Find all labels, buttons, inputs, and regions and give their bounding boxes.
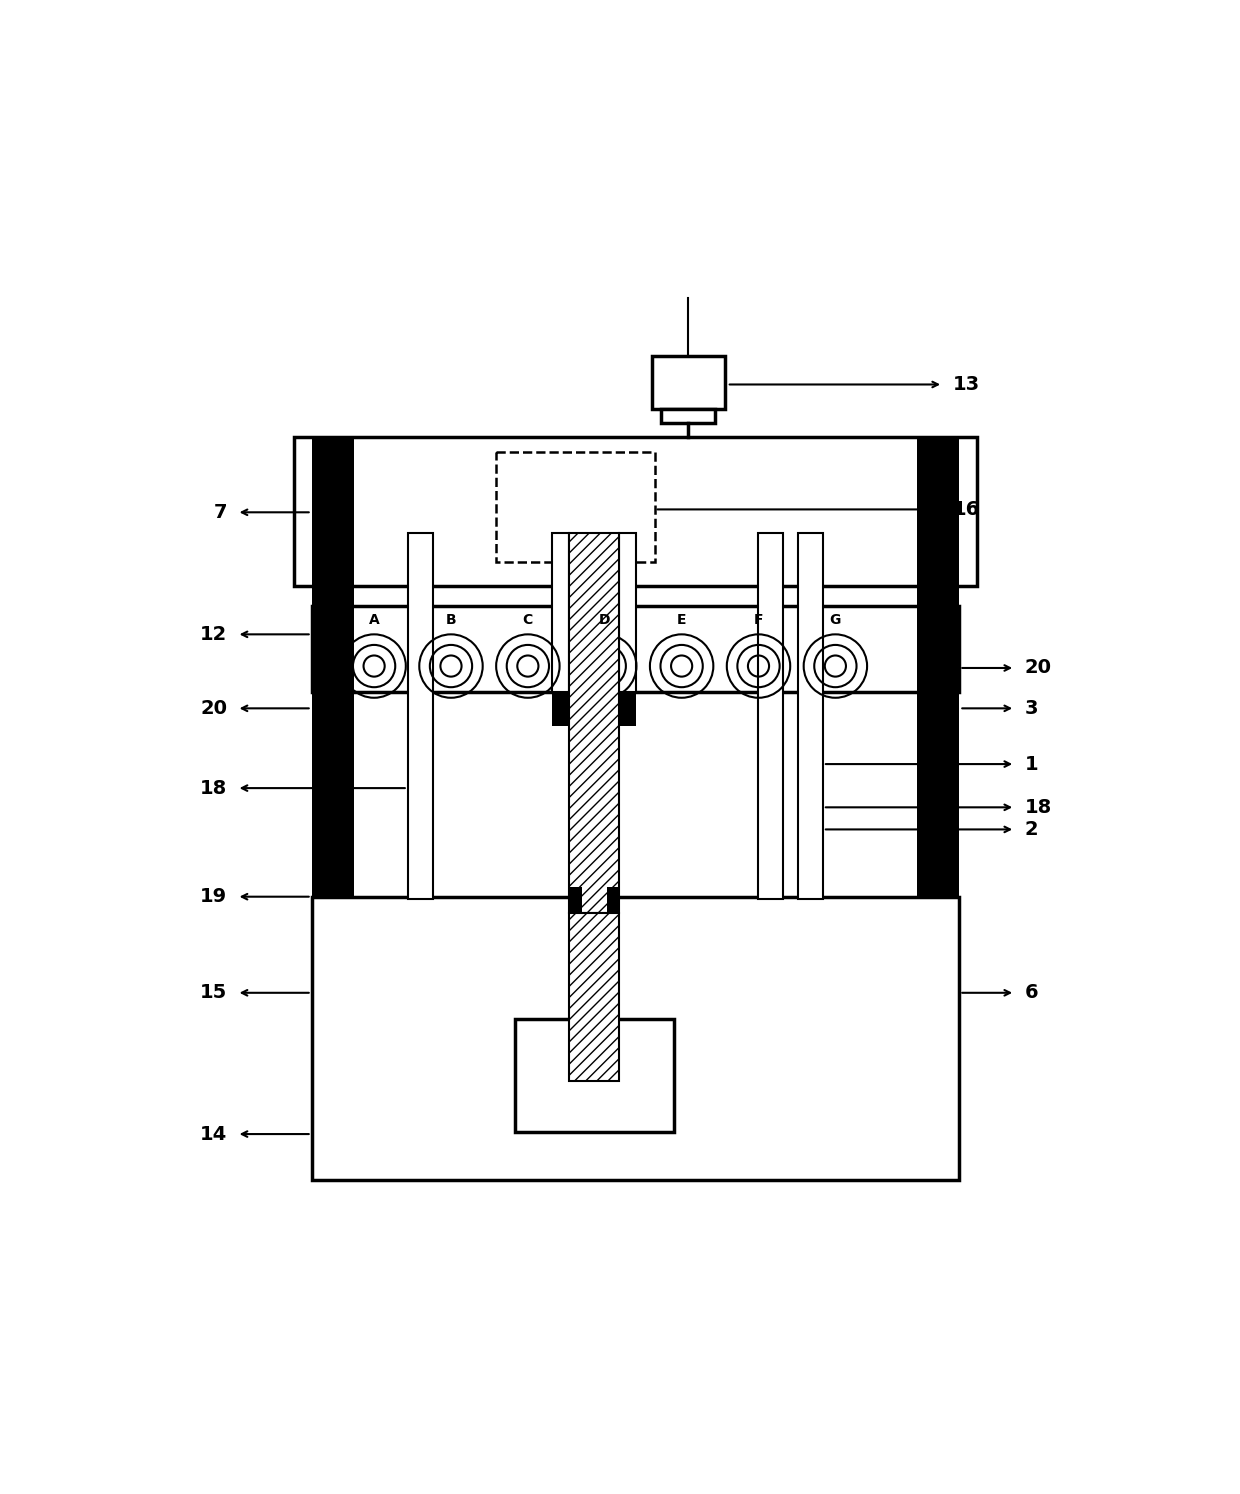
Bar bbox=[661, 408, 715, 423]
Bar bbox=[496, 451, 655, 562]
Bar bbox=[552, 533, 569, 692]
Bar bbox=[569, 887, 582, 914]
Text: 16: 16 bbox=[952, 500, 980, 518]
Text: E: E bbox=[677, 613, 687, 626]
Text: 15: 15 bbox=[200, 983, 227, 1002]
Bar bbox=[606, 887, 619, 914]
Bar bbox=[311, 896, 960, 1180]
Bar bbox=[311, 438, 353, 898]
Text: 13: 13 bbox=[952, 375, 980, 394]
Text: G: G bbox=[830, 613, 841, 626]
Text: 18: 18 bbox=[1024, 798, 1052, 817]
Text: D: D bbox=[599, 613, 610, 626]
Bar bbox=[408, 533, 433, 898]
Bar bbox=[797, 533, 823, 898]
Text: 7: 7 bbox=[213, 503, 227, 521]
Text: 18: 18 bbox=[200, 778, 227, 798]
Bar bbox=[619, 533, 636, 692]
Bar bbox=[758, 533, 782, 898]
Text: F: F bbox=[754, 613, 764, 626]
Text: 2: 2 bbox=[1024, 820, 1038, 840]
Bar bbox=[311, 605, 960, 692]
Text: 19: 19 bbox=[200, 887, 227, 907]
Text: 20: 20 bbox=[200, 699, 227, 717]
Text: 20: 20 bbox=[1024, 659, 1052, 677]
Bar bbox=[552, 687, 636, 726]
Text: 14: 14 bbox=[200, 1125, 227, 1143]
Text: B: B bbox=[445, 613, 456, 626]
Text: 3: 3 bbox=[1024, 699, 1038, 717]
Text: 12: 12 bbox=[200, 624, 227, 644]
Bar bbox=[516, 1019, 675, 1132]
Bar bbox=[569, 533, 619, 913]
Text: A: A bbox=[368, 613, 379, 626]
Bar bbox=[294, 438, 977, 586]
Text: 1: 1 bbox=[1024, 754, 1038, 774]
Text: 6: 6 bbox=[1024, 983, 1038, 1002]
Text: C: C bbox=[523, 613, 533, 626]
Bar bbox=[569, 913, 619, 1082]
Bar bbox=[918, 438, 960, 898]
Bar bbox=[652, 356, 725, 408]
